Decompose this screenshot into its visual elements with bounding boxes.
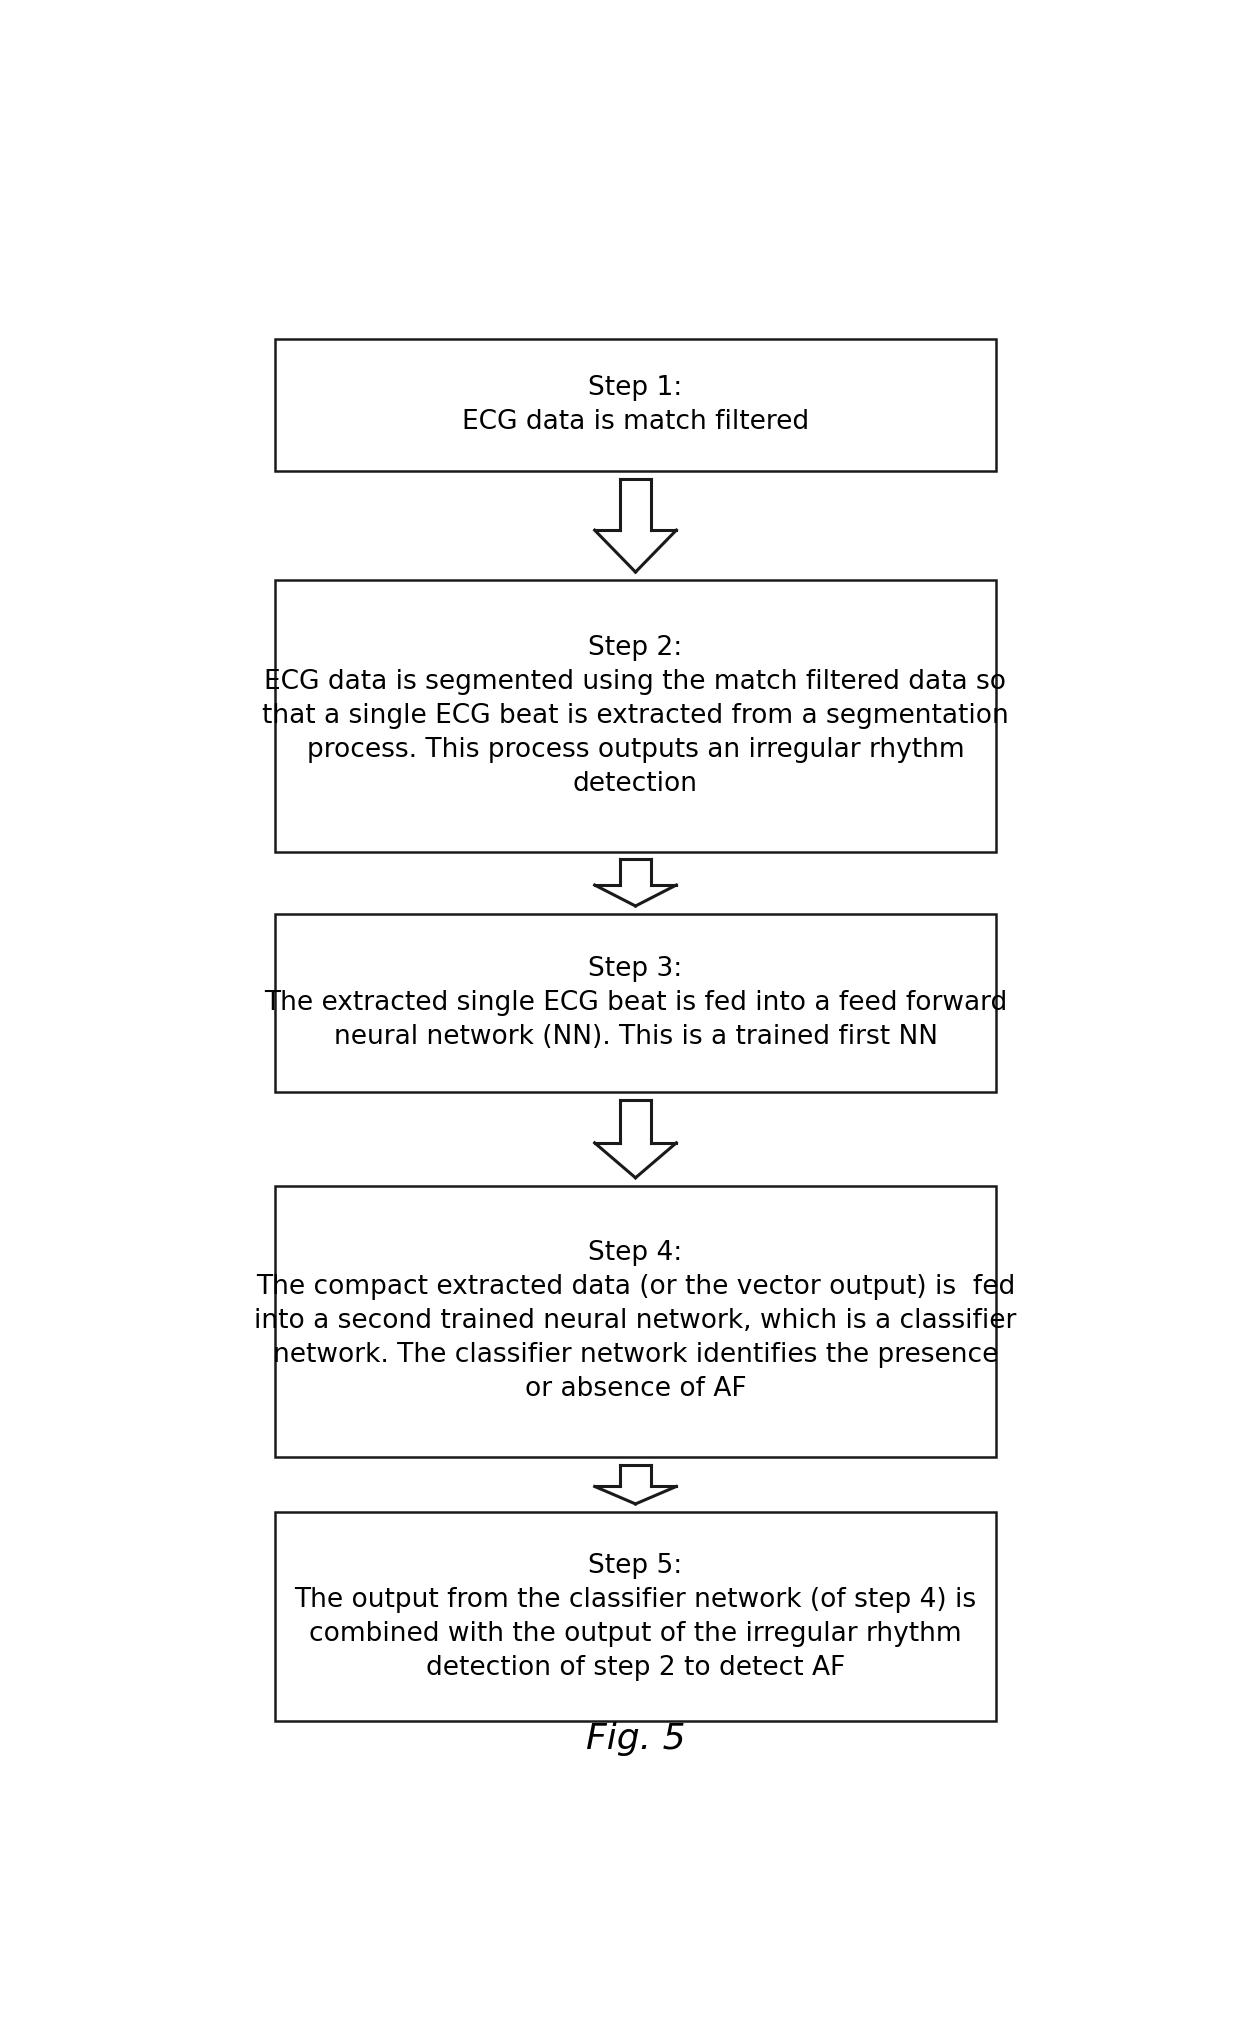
Bar [275,914,996,1093]
Polygon shape [595,885,676,906]
Text: Step 1:
ECG data is match filtered: Step 1: ECG data is match filtered [463,375,808,436]
Text: Fig. 5: Fig. 5 [585,1723,686,1757]
Bar [620,1464,651,1487]
Bar [275,339,996,472]
Bar [275,1186,996,1458]
Bar [620,859,651,885]
Text: Step 5:
The output from the classifier network (of step 4) is
combined with the : Step 5: The output from the classifier n… [294,1553,977,1680]
Text: Step 2:
ECG data is segmented using the match filtered data so
that a single ECG: Step 2: ECG data is segmented using the … [262,635,1009,797]
Text: Step 3:
The extracted single ECG beat is fed into a feed forward
neural network : Step 3: The extracted single ECG beat is… [264,956,1007,1051]
Polygon shape [595,1487,676,1505]
Text: Step 4:
The compact extracted data (or the vector output) is  fed
into a second : Step 4: The compact extracted data (or t… [254,1240,1017,1402]
Polygon shape [595,1144,676,1178]
Polygon shape [595,530,676,573]
Bar [620,1099,651,1144]
Bar [275,579,996,851]
Bar [275,1511,996,1721]
Bar [620,478,651,530]
